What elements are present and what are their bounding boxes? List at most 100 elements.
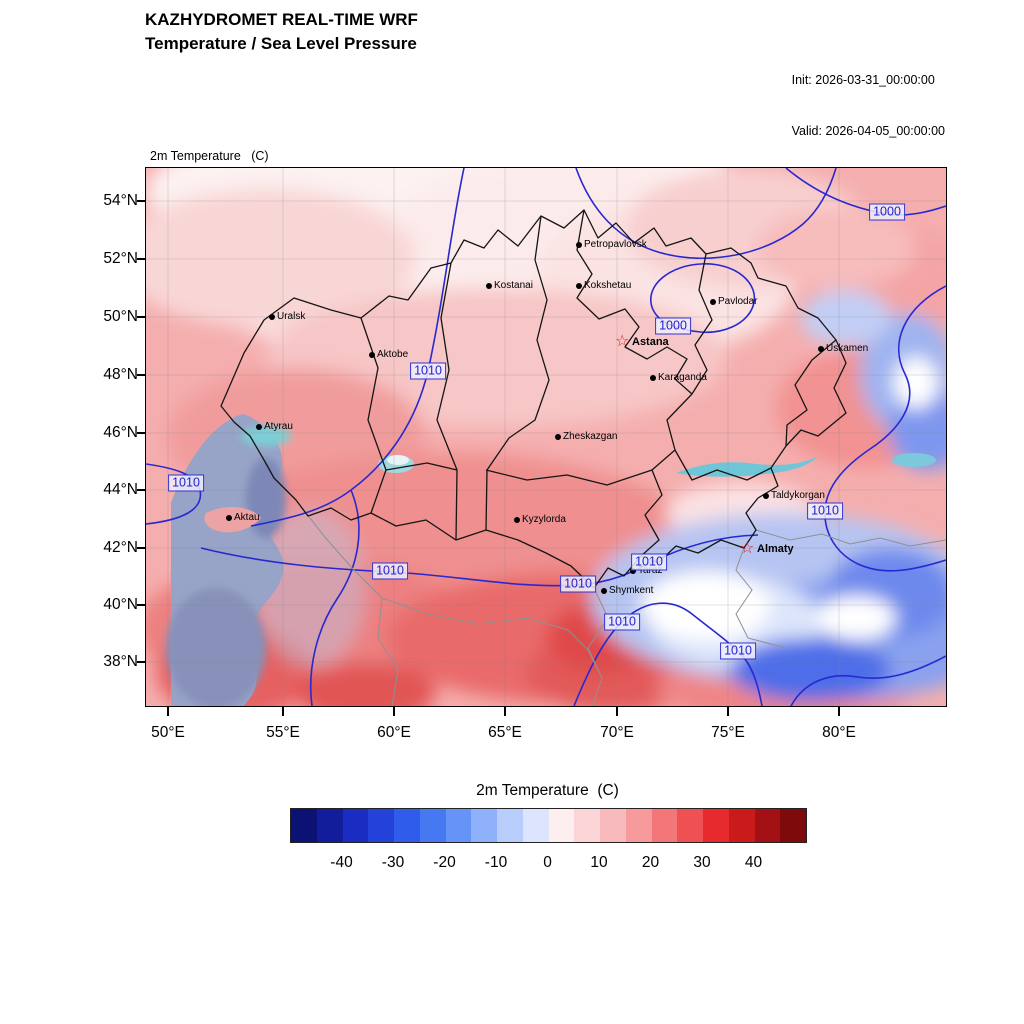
city-dot-icon (601, 588, 607, 594)
page-subtitle: Temperature / Sea Level Pressure (145, 34, 417, 53)
colorbar-cell (574, 809, 600, 842)
lon-tick-mark (504, 706, 506, 716)
city-label: Taldykorgan (771, 490, 825, 501)
city-label: Aktobe (377, 349, 409, 360)
colorbar-tick-label: 30 (693, 854, 711, 871)
lon-tick-mark (167, 706, 169, 716)
colorbar-cell (394, 809, 420, 842)
temperature-field-blobs (146, 168, 946, 706)
lon-tick-label: 65°E (488, 724, 522, 741)
city-dot-icon (710, 299, 716, 305)
lat-tick-mark (137, 661, 146, 663)
city-label: Petropavlovsk (584, 239, 647, 250)
lon-tick-label: 60°E (377, 724, 411, 741)
capital-star-icon: ☆ (740, 540, 755, 557)
lat-tick-mark (137, 374, 146, 376)
city-label: Kostanai (494, 280, 533, 291)
page-title: KAZHYDROMET REAL-TIME WRF (145, 10, 418, 29)
colorbar-cell (316, 809, 343, 842)
lat-tick-mark (137, 489, 146, 491)
lat-tick-label: 48°N (103, 366, 138, 383)
city-dot-icon (630, 568, 636, 574)
init-time: Init: 2026-03-31_00:00:00 (791, 73, 935, 87)
city-label: Uralsk (277, 311, 306, 322)
colorbar-tick-label: -20 (433, 854, 456, 871)
colorbar-cell (419, 809, 446, 842)
city-dot-icon (226, 515, 232, 521)
lon-tick-mark (393, 706, 395, 716)
city-dot-icon (818, 346, 824, 352)
colorbar-cell (445, 809, 472, 842)
city-label: Zheskazgan (563, 431, 618, 442)
city-label: Astana (632, 336, 669, 348)
temperature-colorbar (290, 808, 807, 843)
city-dot-icon (256, 424, 262, 430)
lat-tick-label: 54°N (103, 192, 138, 209)
colorbar-cell (703, 809, 729, 842)
colorbar-cell (471, 809, 497, 842)
lat-tick-mark (137, 604, 146, 606)
city-dot-icon (514, 517, 520, 523)
colorbar-cell (625, 809, 652, 842)
lon-tick-label: 70°E (600, 724, 634, 741)
lon-tick-label: 80°E (822, 724, 856, 741)
lat-tick-label: 42°N (103, 539, 138, 556)
city-label: Karaganda (658, 372, 707, 383)
lat-tick-label: 46°N (103, 424, 138, 441)
pressure-contour-label: 1010 (372, 562, 408, 580)
map-canvas: 54°N 52°N 50°N 48°N 46°N 44°N 42°N 40°N 38°N 50°E… (103, 167, 947, 741)
lat-tick-mark (137, 258, 146, 260)
lat-tick-mark (137, 432, 146, 434)
lon-tick-mark (282, 706, 284, 716)
colorbar-cell (342, 809, 369, 842)
valid-time: Valid: 2026-04-05_00:00:00 (791, 124, 945, 138)
lat-tick-mark (137, 547, 146, 549)
field-label-temperature: 2m Temperature (C) (150, 149, 269, 163)
city-label: Taraz (638, 565, 663, 576)
city-label: Shymkent (609, 585, 654, 596)
pressure-contour-label: 1000 (655, 317, 691, 335)
colorbar-cell (291, 809, 317, 842)
colorbar-cell (728, 809, 755, 842)
region-borders (220, 209, 847, 589)
lon-tick-label: 75°E (711, 724, 745, 741)
model-run-info: Init: 2026-03-31_00:00:00 Valid: 2026-04… (792, 38, 945, 174)
city-label: Kokshetau (584, 280, 632, 291)
city-dot-icon (763, 493, 769, 499)
temperature-field-plot (146, 168, 946, 706)
lat-tick-label: 52°N (103, 250, 138, 267)
graticule (146, 168, 946, 706)
pressure-contour-label: 1010 (631, 553, 667, 571)
pressure-contour-label: 1010 (410, 362, 446, 380)
city-dot-icon (486, 283, 492, 289)
lat-tick-label: 38°N (103, 653, 138, 670)
lat-tick-label: 50°N (103, 308, 138, 325)
pressure-contour-label: 1000 (869, 203, 905, 221)
city-dot-icon (576, 283, 582, 289)
city-dot-icon (269, 314, 275, 320)
lon-tick-mark (616, 706, 618, 716)
colorbar-cell (754, 809, 781, 842)
colorbar-tick-label: 0 (543, 854, 552, 871)
city-label: Pavlodar (718, 296, 758, 307)
pressure-contour-label: 1010 (720, 642, 756, 660)
city-label: Atyrau (264, 421, 293, 432)
city-dot-icon (369, 352, 375, 358)
colorbar-cell (522, 809, 549, 842)
pressure-contour-label: 1010 (560, 575, 596, 593)
colorbar-tick-label: -30 (381, 854, 405, 871)
colorbar-cell (548, 809, 575, 842)
lat-tick-label: 40°N (103, 596, 138, 613)
colorbar-tick-label: 20 (641, 854, 660, 871)
city-label: Aktau (234, 512, 260, 523)
lake-zaysan (892, 453, 936, 467)
lon-tick-mark (838, 706, 840, 716)
colorbar-cell (497, 809, 523, 842)
pressure-contour-label: 1010 (807, 502, 843, 520)
colorbar-tick-label: 10 (590, 854, 608, 871)
city-dot-icon (555, 434, 561, 440)
city-label: Uskamen (826, 343, 869, 354)
lon-tick-label: 50°E (151, 724, 185, 741)
pressure-contour-label: 1010 (168, 474, 204, 492)
